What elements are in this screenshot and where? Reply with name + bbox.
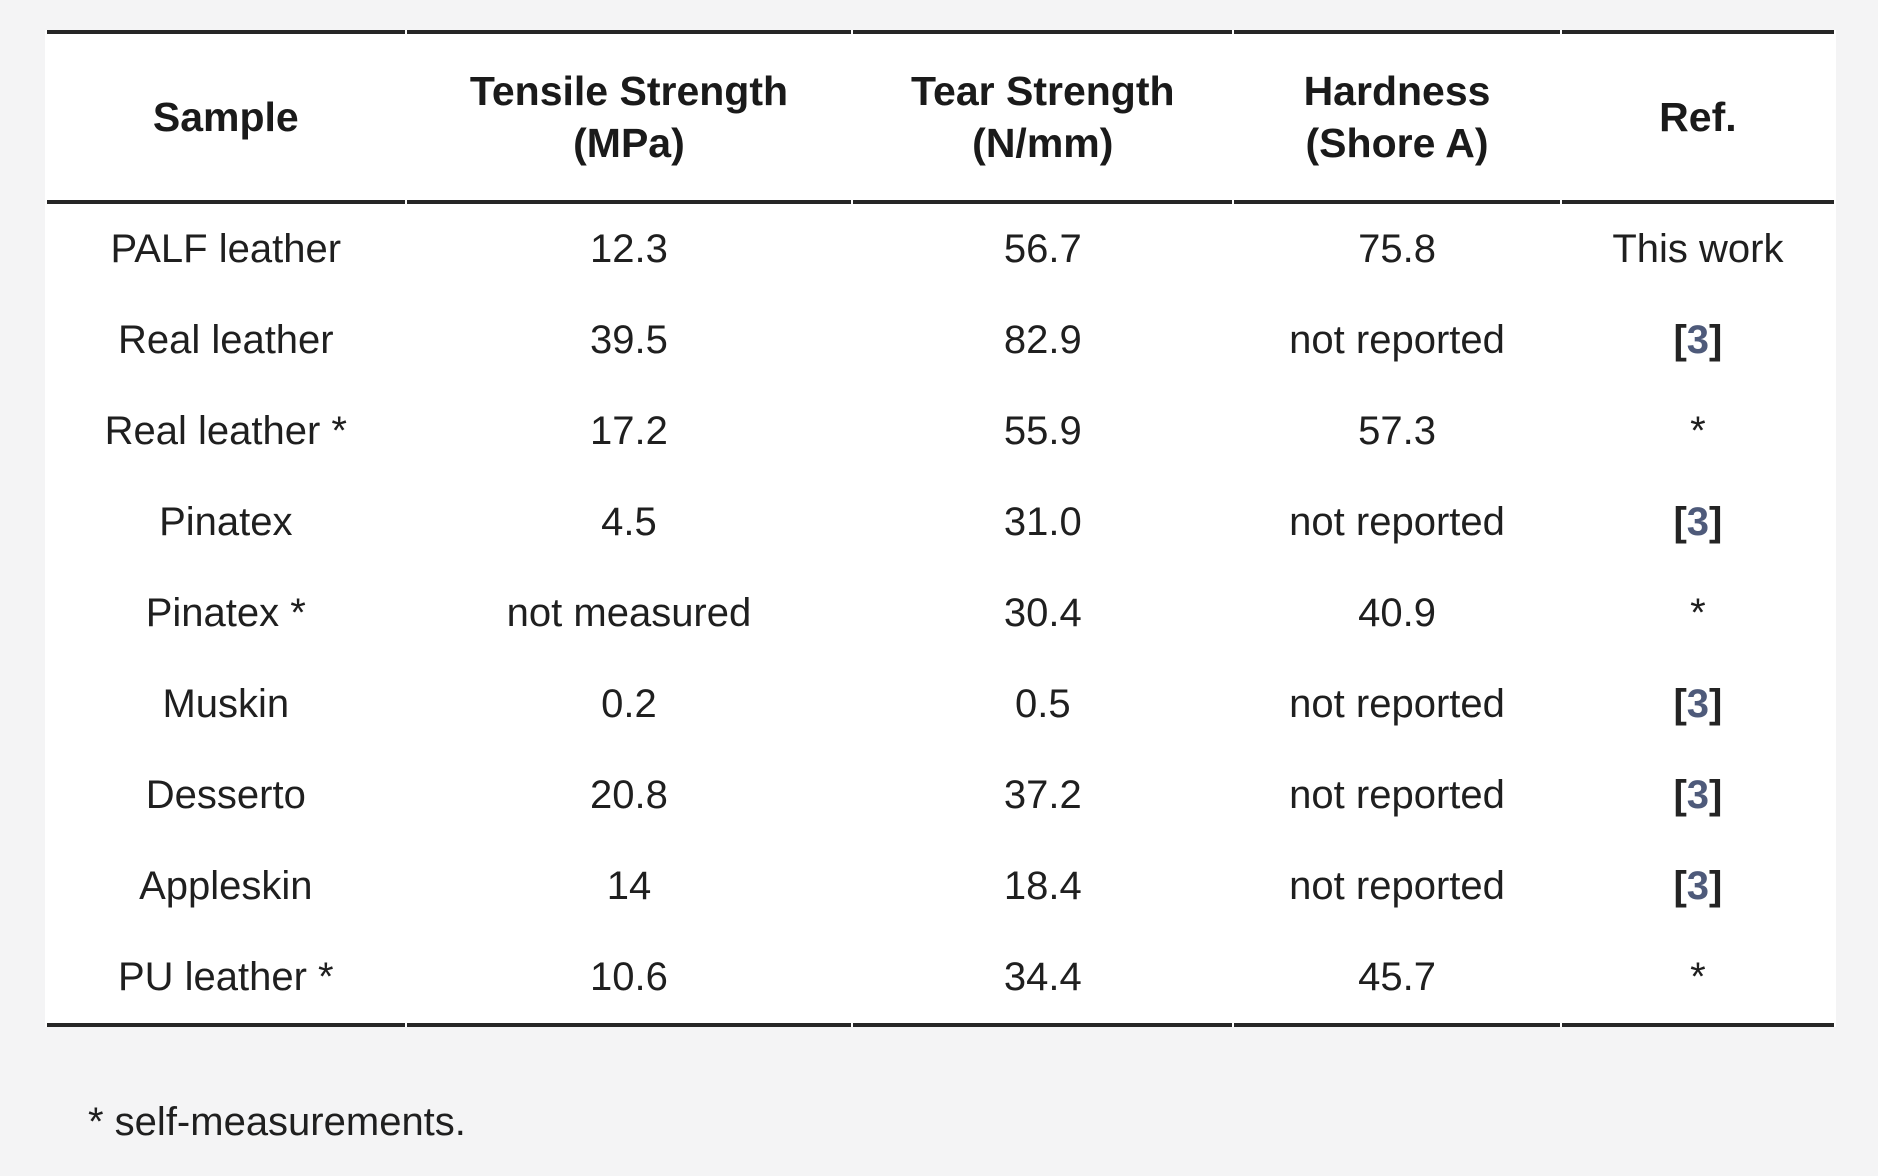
tensile-cell: 10.6 <box>406 932 852 1027</box>
citation-link[interactable]: 3 <box>1686 500 1710 544</box>
ref-cell: [3] <box>1561 659 1834 750</box>
sample-cell: Real leather * <box>47 386 405 477</box>
citation-bracket-open: [ <box>1673 864 1687 908</box>
hardness-cell: not reported <box>1234 659 1560 750</box>
ref-text: * <box>1690 409 1706 453</box>
ref-cell: [3] <box>1561 295 1834 386</box>
header-line: Tensile Strength <box>469 68 789 114</box>
sample-cell: Desserto <box>47 750 405 841</box>
table-row: Desserto 20.8 37.2 not reported [3] <box>47 750 1834 841</box>
citation-bracket-close: ] <box>1709 318 1723 362</box>
citation-bracket-open: [ <box>1673 682 1687 726</box>
ref-cell: [3] <box>1561 841 1834 932</box>
table-row: Real leather 39.5 82.9 not reported [3] <box>47 295 1834 386</box>
column-header-ref: Ref. <box>1561 30 1834 204</box>
tear-cell: 0.5 <box>853 659 1233 750</box>
citation-link[interactable]: 3 <box>1686 773 1710 817</box>
header-line: Hardness <box>1303 68 1491 114</box>
tensile-cell: 17.2 <box>406 386 852 477</box>
sample-cell: Appleskin <box>47 841 405 932</box>
hardness-cell: 57.3 <box>1234 386 1560 477</box>
citation-bracket-close: ] <box>1709 500 1723 544</box>
tensile-cell: 14 <box>406 841 852 932</box>
ref-cell: [3] <box>1561 477 1834 568</box>
table-row: Real leather * 17.2 55.9 57.3 * <box>47 386 1834 477</box>
column-header-hardness: Hardness (Shore A) <box>1234 30 1560 204</box>
sample-cell: PALF leather <box>47 204 405 295</box>
citation-bracket-open: [ <box>1673 318 1687 362</box>
citation-bracket-close: ] <box>1709 773 1723 817</box>
ref-text: This work <box>1612 227 1784 271</box>
citation-bracket-open: [ <box>1673 773 1687 817</box>
header-unit: (Shore A) <box>1305 120 1489 166</box>
hardness-cell: not reported <box>1234 841 1560 932</box>
header-line: Sample <box>152 94 299 140</box>
header-unit: (N/mm) <box>972 120 1114 166</box>
hardness-cell: 45.7 <box>1234 932 1560 1027</box>
header-unit: (MPa) <box>573 120 685 166</box>
hardness-cell: not reported <box>1234 477 1560 568</box>
header-line: Ref. <box>1659 94 1737 140</box>
footnote: * self-measurements. <box>88 1100 466 1144</box>
citation-bracket-close: ] <box>1709 864 1723 908</box>
tear-cell: 37.2 <box>853 750 1233 841</box>
ref-text: * <box>1690 591 1706 635</box>
column-header-sample: Sample <box>47 30 405 204</box>
sample-cell: Pinatex <box>47 477 405 568</box>
citation-link[interactable]: 3 <box>1686 682 1710 726</box>
table-row: PALF leather 12.3 56.7 75.8 This work <box>47 204 1834 295</box>
tensile-cell: not measured <box>406 568 852 659</box>
ref-cell: * <box>1561 568 1834 659</box>
tear-cell: 82.9 <box>853 295 1233 386</box>
tensile-cell: 12.3 <box>406 204 852 295</box>
column-header-tensile-strength: Tensile Strength (MPa) <box>406 30 852 204</box>
tensile-cell: 20.8 <box>406 750 852 841</box>
tear-cell: 56.7 <box>853 204 1233 295</box>
table-row: Pinatex * not measured 30.4 40.9 * <box>47 568 1834 659</box>
citation-link[interactable]: 3 <box>1686 318 1710 362</box>
table-row: Appleskin 14 18.4 not reported [3] <box>47 841 1834 932</box>
ref-cell: This work <box>1561 204 1834 295</box>
tensile-cell: 39.5 <box>406 295 852 386</box>
sample-cell: Muskin <box>47 659 405 750</box>
header-row: Sample Tensile Strength (MPa) Tear Stren… <box>47 30 1834 204</box>
ref-cell: * <box>1561 386 1834 477</box>
tear-cell: 31.0 <box>853 477 1233 568</box>
ref-cell: * <box>1561 932 1834 1027</box>
tear-cell: 55.9 <box>853 386 1233 477</box>
table-row: PU leather * 10.6 34.4 45.7 * <box>47 932 1834 1027</box>
ref-cell: [3] <box>1561 750 1834 841</box>
tensile-cell: 4.5 <box>406 477 852 568</box>
properties-table: Sample Tensile Strength (MPa) Tear Stren… <box>45 30 1836 1027</box>
hardness-cell: not reported <box>1234 295 1560 386</box>
tear-cell: 30.4 <box>853 568 1233 659</box>
hardness-cell: not reported <box>1234 750 1560 841</box>
table-row: Muskin 0.2 0.5 not reported [3] <box>47 659 1834 750</box>
column-header-tear-strength: Tear Strength (N/mm) <box>853 30 1233 204</box>
tear-cell: 34.4 <box>853 932 1233 1027</box>
table-row: Pinatex 4.5 31.0 not reported [3] <box>47 477 1834 568</box>
citation-bracket-close: ] <box>1709 682 1723 726</box>
sample-cell: PU leather * <box>47 932 405 1027</box>
citation-bracket-open: [ <box>1673 500 1687 544</box>
sample-cell: Real leather <box>47 295 405 386</box>
hardness-cell: 40.9 <box>1234 568 1560 659</box>
citation-link[interactable]: 3 <box>1686 864 1710 908</box>
sample-cell: Pinatex * <box>47 568 405 659</box>
header-line: Tear Strength <box>911 68 1175 114</box>
tear-cell: 18.4 <box>853 841 1233 932</box>
ref-text: * <box>1690 955 1706 999</box>
tensile-cell: 0.2 <box>406 659 852 750</box>
hardness-cell: 75.8 <box>1234 204 1560 295</box>
